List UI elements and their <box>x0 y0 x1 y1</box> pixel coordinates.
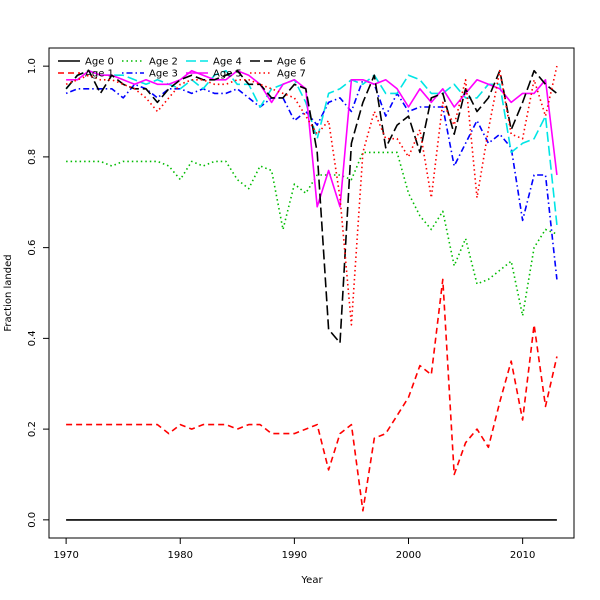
x-tick-label: 1990 <box>282 550 307 561</box>
y-tick-label: 0.2 <box>27 421 38 437</box>
y-tick-label: 0.0 <box>27 512 38 528</box>
y-axis: 0.0 0.2 0.4 0.6 0.8 1.0 <box>27 58 50 528</box>
series-layer <box>65 65 558 521</box>
series-line-age-5 <box>66 69 558 208</box>
legend-label: Age 5 <box>213 69 242 80</box>
series-line-age-1 <box>66 278 558 512</box>
x-tick-label: 1980 <box>168 550 193 561</box>
series-line-age-2 <box>66 151 558 317</box>
y-tick-label: 0.6 <box>27 240 38 256</box>
x-tick-label: 2010 <box>510 550 535 561</box>
x-tick-label: 1970 <box>53 550 78 561</box>
series-line-age-3 <box>65 79 558 280</box>
y-tick-label: 0.8 <box>27 149 38 165</box>
legend-label: Age 1 <box>85 69 114 80</box>
legend-label: Age 7 <box>277 69 306 80</box>
series-line-age-7 <box>65 65 558 326</box>
legend-label: Age 2 <box>149 57 178 68</box>
legend-label: Age 4 <box>213 57 242 68</box>
y-tick-label: 0.4 <box>27 330 38 346</box>
legend-label: Age 3 <box>149 69 178 80</box>
legend-label: Age 0 <box>85 57 114 68</box>
y-axis-title: Fraction landed <box>3 254 14 331</box>
x-tick-label: 2000 <box>396 550 421 561</box>
x-axis-title: Year <box>300 575 323 586</box>
series-line-age-6 <box>65 69 558 344</box>
series-line-age-4 <box>65 69 558 225</box>
y-tick-label: 1.0 <box>27 58 38 74</box>
legend-label: Age 6 <box>277 57 306 68</box>
x-axis: 1970 1980 1990 2000 2010 <box>53 537 535 561</box>
